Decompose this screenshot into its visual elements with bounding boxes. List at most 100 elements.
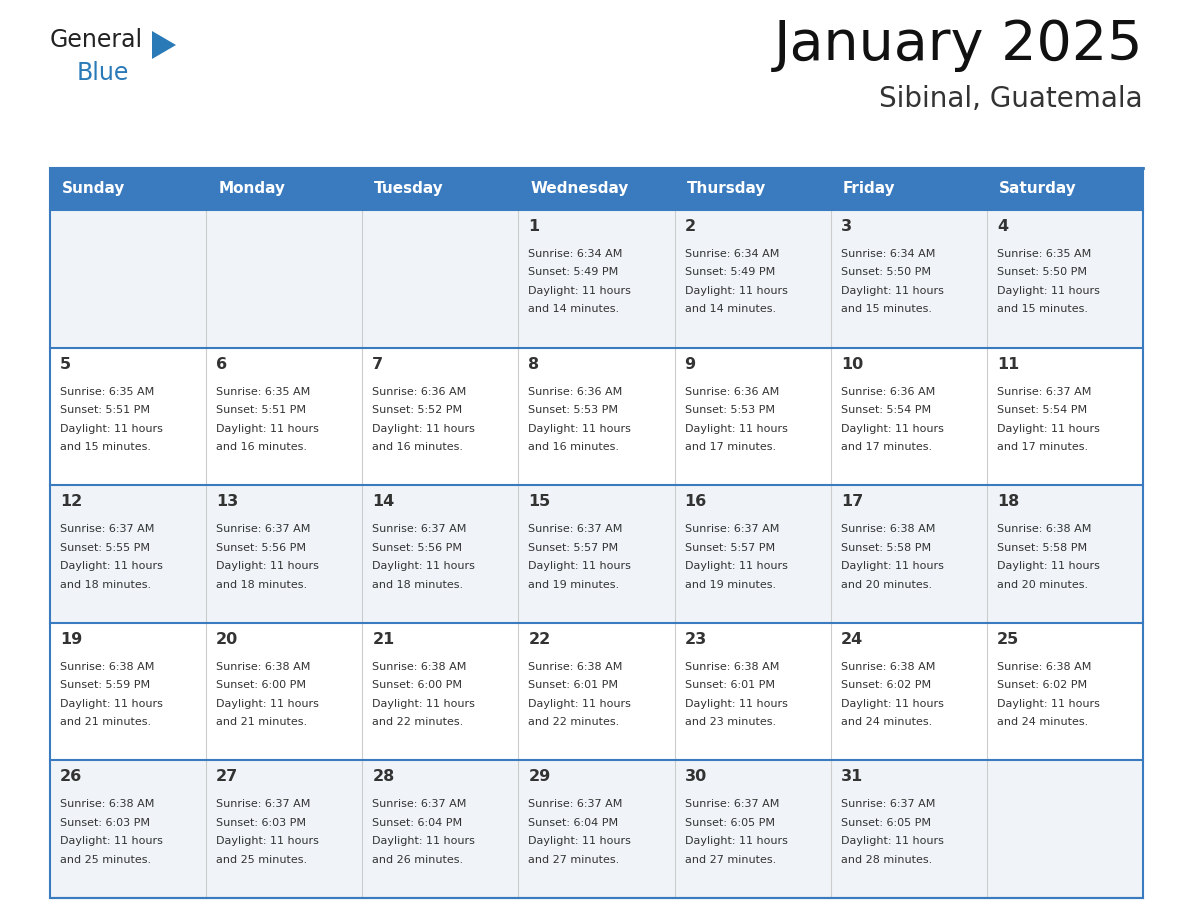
Text: Sunrise: 6:38 AM: Sunrise: 6:38 AM bbox=[372, 662, 467, 672]
Text: and 18 minutes.: and 18 minutes. bbox=[216, 579, 308, 589]
Text: Sunset: 6:04 PM: Sunset: 6:04 PM bbox=[529, 818, 619, 828]
Text: Daylight: 11 hours: Daylight: 11 hours bbox=[61, 836, 163, 846]
Text: Daylight: 11 hours: Daylight: 11 hours bbox=[841, 423, 943, 433]
Text: Sunrise: 6:37 AM: Sunrise: 6:37 AM bbox=[529, 800, 623, 810]
Text: Sunrise: 6:37 AM: Sunrise: 6:37 AM bbox=[372, 524, 467, 534]
Text: Daylight: 11 hours: Daylight: 11 hours bbox=[997, 286, 1100, 296]
Text: 15: 15 bbox=[529, 494, 551, 509]
Bar bbox=[830, 168, 987, 210]
Text: Sunset: 5:53 PM: Sunset: 5:53 PM bbox=[684, 405, 775, 415]
Text: Daylight: 11 hours: Daylight: 11 hours bbox=[529, 423, 631, 433]
Text: Saturday: Saturday bbox=[999, 182, 1076, 196]
Text: Sunrise: 6:35 AM: Sunrise: 6:35 AM bbox=[997, 249, 1091, 259]
Text: Daylight: 11 hours: Daylight: 11 hours bbox=[372, 699, 475, 709]
Bar bbox=[987, 210, 1143, 348]
Text: Sunrise: 6:37 AM: Sunrise: 6:37 AM bbox=[997, 386, 1092, 397]
Bar bbox=[207, 622, 362, 760]
Text: Sunset: 6:05 PM: Sunset: 6:05 PM bbox=[841, 818, 930, 828]
Text: 3: 3 bbox=[841, 219, 852, 234]
Text: 6: 6 bbox=[216, 356, 227, 372]
Bar bbox=[987, 168, 1143, 210]
Text: Sunrise: 6:38 AM: Sunrise: 6:38 AM bbox=[216, 662, 310, 672]
Bar bbox=[50, 348, 207, 486]
Bar bbox=[830, 760, 987, 898]
Text: Sunset: 5:49 PM: Sunset: 5:49 PM bbox=[529, 267, 619, 277]
Text: 26: 26 bbox=[61, 769, 82, 784]
Text: Daylight: 11 hours: Daylight: 11 hours bbox=[841, 836, 943, 846]
Text: Daylight: 11 hours: Daylight: 11 hours bbox=[216, 699, 320, 709]
Text: Wednesday: Wednesday bbox=[530, 182, 628, 196]
Text: 8: 8 bbox=[529, 356, 539, 372]
Text: Sunrise: 6:37 AM: Sunrise: 6:37 AM bbox=[372, 800, 467, 810]
Bar bbox=[987, 486, 1143, 622]
Text: 12: 12 bbox=[61, 494, 82, 509]
Bar bbox=[518, 210, 675, 348]
Text: Daylight: 11 hours: Daylight: 11 hours bbox=[997, 423, 1100, 433]
Bar bbox=[675, 210, 830, 348]
Text: Sunrise: 6:35 AM: Sunrise: 6:35 AM bbox=[61, 386, 154, 397]
Text: 18: 18 bbox=[997, 494, 1019, 509]
Bar bbox=[50, 622, 207, 760]
Text: 22: 22 bbox=[529, 632, 551, 647]
Text: 20: 20 bbox=[216, 632, 239, 647]
Bar bbox=[987, 348, 1143, 486]
Text: Sunrise: 6:38 AM: Sunrise: 6:38 AM bbox=[61, 800, 154, 810]
Bar bbox=[362, 210, 518, 348]
Bar bbox=[518, 622, 675, 760]
Text: Sunrise: 6:38 AM: Sunrise: 6:38 AM bbox=[529, 662, 623, 672]
Bar bbox=[675, 486, 830, 622]
Text: Sunset: 5:58 PM: Sunset: 5:58 PM bbox=[841, 543, 931, 553]
Text: 25: 25 bbox=[997, 632, 1019, 647]
Text: and 25 minutes.: and 25 minutes. bbox=[216, 855, 308, 865]
Text: and 21 minutes.: and 21 minutes. bbox=[216, 717, 308, 727]
Text: Sunset: 5:50 PM: Sunset: 5:50 PM bbox=[997, 267, 1087, 277]
Text: 16: 16 bbox=[684, 494, 707, 509]
Text: Sunset: 5:55 PM: Sunset: 5:55 PM bbox=[61, 543, 150, 553]
Text: Sunset: 6:03 PM: Sunset: 6:03 PM bbox=[216, 818, 307, 828]
Text: Daylight: 11 hours: Daylight: 11 hours bbox=[529, 561, 631, 571]
Text: Sunrise: 6:38 AM: Sunrise: 6:38 AM bbox=[841, 662, 935, 672]
Text: and 24 minutes.: and 24 minutes. bbox=[997, 717, 1088, 727]
Text: Sunrise: 6:37 AM: Sunrise: 6:37 AM bbox=[61, 524, 154, 534]
Bar bbox=[207, 348, 362, 486]
Text: Sunrise: 6:34 AM: Sunrise: 6:34 AM bbox=[841, 249, 935, 259]
Text: Sunrise: 6:37 AM: Sunrise: 6:37 AM bbox=[684, 800, 779, 810]
Text: Sunset: 5:57 PM: Sunset: 5:57 PM bbox=[684, 543, 775, 553]
Text: 2: 2 bbox=[684, 219, 696, 234]
Text: Sunset: 5:59 PM: Sunset: 5:59 PM bbox=[61, 680, 150, 690]
Bar bbox=[207, 168, 362, 210]
Text: Tuesday: Tuesday bbox=[374, 182, 444, 196]
Text: Sunset: 6:05 PM: Sunset: 6:05 PM bbox=[684, 818, 775, 828]
Text: Sunset: 6:01 PM: Sunset: 6:01 PM bbox=[684, 680, 775, 690]
Bar bbox=[830, 348, 987, 486]
Text: Sunset: 5:58 PM: Sunset: 5:58 PM bbox=[997, 543, 1087, 553]
Text: 31: 31 bbox=[841, 769, 862, 784]
Text: and 19 minutes.: and 19 minutes. bbox=[684, 579, 776, 589]
Text: Sunrise: 6:38 AM: Sunrise: 6:38 AM bbox=[61, 662, 154, 672]
Text: January 2025: January 2025 bbox=[773, 18, 1143, 72]
Bar bbox=[207, 486, 362, 622]
Text: Sunrise: 6:36 AM: Sunrise: 6:36 AM bbox=[529, 386, 623, 397]
Text: Sunset: 5:52 PM: Sunset: 5:52 PM bbox=[372, 405, 462, 415]
Bar bbox=[830, 210, 987, 348]
Text: Sunrise: 6:36 AM: Sunrise: 6:36 AM bbox=[684, 386, 779, 397]
Bar bbox=[362, 348, 518, 486]
Bar bbox=[50, 210, 207, 348]
Text: and 15 minutes.: and 15 minutes. bbox=[841, 305, 931, 315]
Text: 13: 13 bbox=[216, 494, 239, 509]
Text: Daylight: 11 hours: Daylight: 11 hours bbox=[216, 423, 320, 433]
Text: 23: 23 bbox=[684, 632, 707, 647]
Bar bbox=[518, 486, 675, 622]
Text: Sunrise: 6:38 AM: Sunrise: 6:38 AM bbox=[684, 662, 779, 672]
Text: and 24 minutes.: and 24 minutes. bbox=[841, 717, 931, 727]
Text: and 14 minutes.: and 14 minutes. bbox=[684, 305, 776, 315]
Text: Daylight: 11 hours: Daylight: 11 hours bbox=[61, 561, 163, 571]
Text: Sunset: 5:51 PM: Sunset: 5:51 PM bbox=[216, 405, 307, 415]
Bar bbox=[675, 348, 830, 486]
Bar bbox=[987, 622, 1143, 760]
Text: 24: 24 bbox=[841, 632, 862, 647]
Text: 19: 19 bbox=[61, 632, 82, 647]
Text: and 21 minutes.: and 21 minutes. bbox=[61, 717, 151, 727]
Text: Blue: Blue bbox=[77, 61, 129, 85]
Text: Daylight: 11 hours: Daylight: 11 hours bbox=[216, 836, 320, 846]
